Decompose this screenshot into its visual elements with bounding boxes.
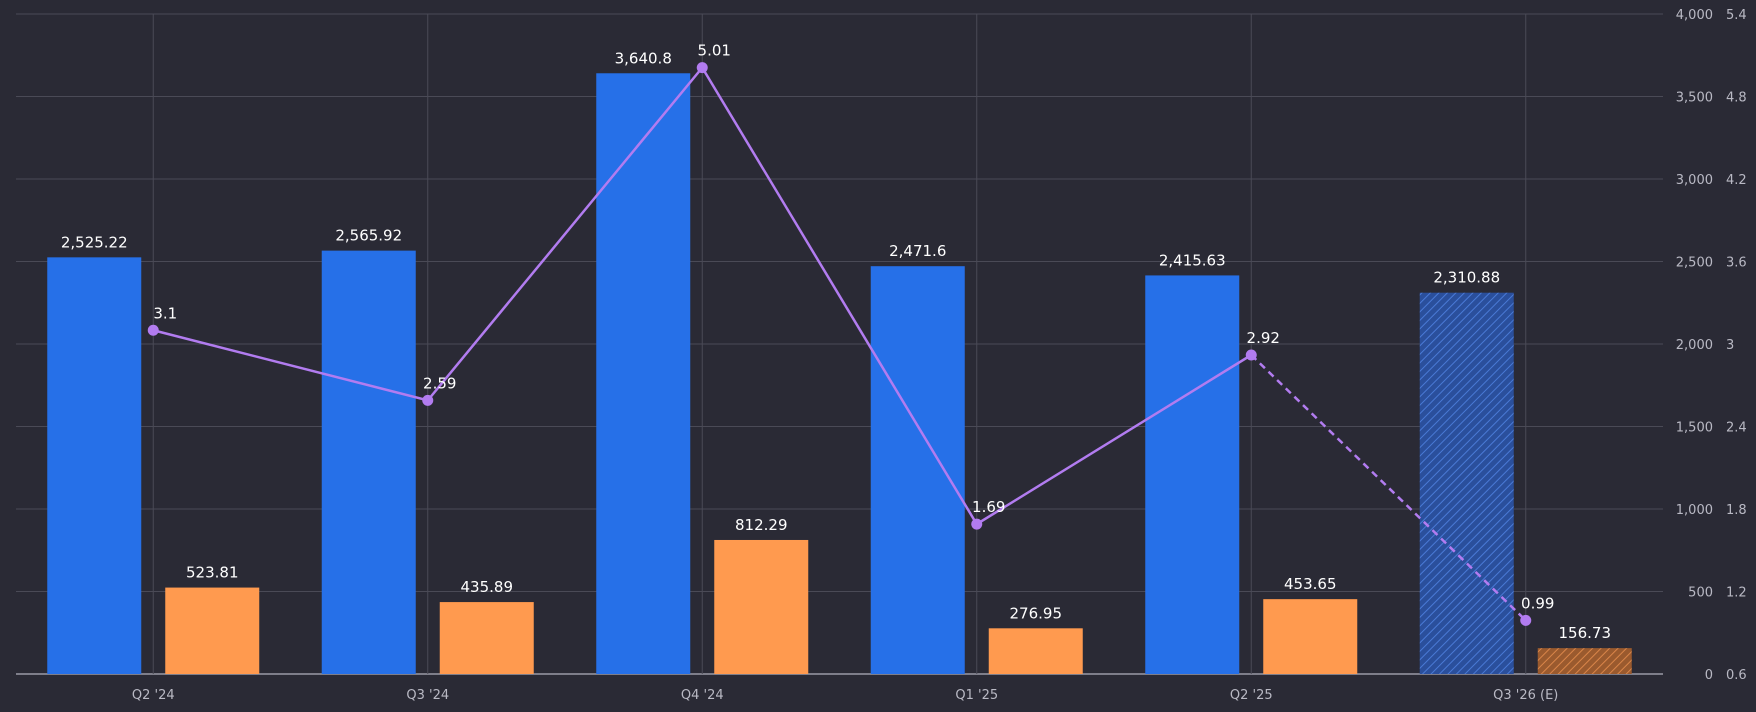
- left-axis-tick-label: 4,000: [1676, 8, 1713, 23]
- right-axis-tick-label: 3.6: [1726, 256, 1747, 271]
- right-axis-tick-label: 4.8: [1726, 91, 1747, 106]
- bar-series-2: [439, 602, 534, 674]
- bar-data-label: 2,310.88: [1433, 269, 1500, 287]
- line-data-label: 2.59: [423, 374, 456, 392]
- line-series-estimate-segment: [1250, 354, 1527, 622]
- x-axis-tick-label: Q2 '24: [132, 688, 175, 703]
- x-axis-tick-label: Q3 '26 (E): [1493, 688, 1558, 703]
- line-series-point: [1520, 614, 1532, 626]
- bar-series-1: [1419, 292, 1514, 674]
- right-axis-tick-label: 3: [1726, 338, 1734, 353]
- right-axis-tick-label: 0.6: [1726, 668, 1747, 683]
- left-axis-tick-label: 500: [1688, 586, 1713, 601]
- bar-series-1: [1145, 275, 1240, 674]
- x-axis-tick-label: Q1 '25: [955, 688, 998, 703]
- left-axis-tick-label: 2,000: [1676, 338, 1713, 353]
- left-axis-tick-label: 3,500: [1676, 91, 1713, 106]
- line-series-point: [422, 394, 434, 406]
- bar-data-label: 2,415.63: [1159, 251, 1226, 269]
- bar-data-label: 156.73: [1559, 624, 1612, 642]
- line-series-point: [1245, 349, 1257, 361]
- line-series-point: [147, 324, 159, 336]
- bar-series-1: [870, 266, 965, 674]
- bar-series-2: [165, 587, 260, 674]
- x-axis-tick-label: Q3 '24: [406, 688, 449, 703]
- right-axis-tick-label: 5.4: [1726, 8, 1747, 23]
- left-axis-tick-label: 1,500: [1676, 421, 1713, 436]
- bar-series-2: [1537, 648, 1632, 674]
- bar-data-label: 2,471.6: [889, 242, 946, 260]
- bar-data-label: 453.65: [1284, 575, 1337, 593]
- bar-series-1: [321, 250, 416, 674]
- line-series: [147, 62, 1532, 626]
- bar-data-label: 812.29: [735, 516, 788, 534]
- bar-series-2: [714, 539, 809, 674]
- bar-series-1: [47, 257, 142, 674]
- x-axis-tick-label: Q2 '25: [1230, 688, 1273, 703]
- right-axis-tick-label: 2.4: [1726, 421, 1747, 436]
- x-axis-tick-label: Q4 '24: [681, 688, 724, 703]
- bars: [47, 73, 1632, 674]
- line-data-label: 1.69: [972, 498, 1005, 516]
- bar-data-label: 276.95: [1010, 604, 1063, 622]
- right-axis-tick-label: 1.8: [1726, 503, 1747, 518]
- data-labels: 2,525.22 2,565.92 3,640.8 2,471.6 2,415.63 2,…: [61, 42, 1611, 643]
- left-axis-tick-label: 2,500: [1676, 256, 1713, 271]
- bar-series-2: [988, 628, 1083, 674]
- line-data-label: 5.01: [698, 42, 731, 60]
- line-series-point: [696, 62, 708, 74]
- right-axis-tick-label: 4.2: [1726, 173, 1747, 188]
- bar-series-2: [1263, 599, 1358, 674]
- grid: [16, 13, 1663, 675]
- left-axis-tick-label: 0: [1705, 668, 1713, 683]
- bar-data-label: 3,640.8: [615, 49, 672, 67]
- bar-data-label: 435.89: [461, 578, 514, 596]
- bar-series-1: [596, 73, 691, 674]
- right-axis-tick-label: 1.2: [1726, 586, 1747, 601]
- line-data-label: 3.1: [153, 304, 177, 322]
- axes: 0 500 1,000 1,500 2,000 2,500 3,000 3,500 4,000 0…: [132, 8, 1747, 703]
- left-axis-tick-label: 3,000: [1676, 173, 1713, 188]
- left-axis-tick-label: 1,000: [1676, 503, 1713, 518]
- line-data-label: 2.92: [1247, 329, 1280, 347]
- bar-data-label: 2,565.92: [335, 227, 402, 245]
- bar-data-label: 523.81: [186, 564, 239, 582]
- line-data-label: 0.99: [1521, 594, 1554, 612]
- line-series-point: [971, 518, 983, 530]
- bar-data-label: 2,525.22: [61, 233, 128, 251]
